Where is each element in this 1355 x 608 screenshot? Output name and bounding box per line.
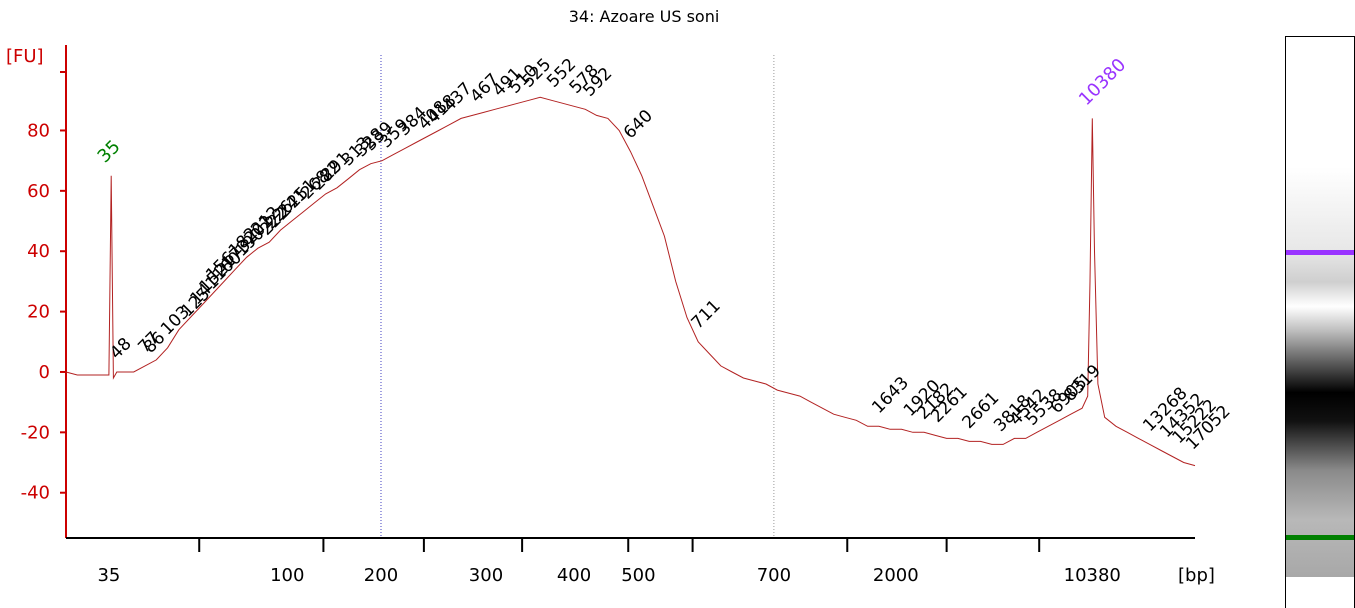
x-tick-label: 100 xyxy=(270,565,304,586)
y-tick-label: 20 xyxy=(27,302,50,323)
y-tick-label: 60 xyxy=(27,181,50,202)
upper-marker-band xyxy=(1286,250,1354,255)
lower-marker-label: 35 xyxy=(94,136,125,167)
y-tick-label: 80 xyxy=(27,120,50,141)
x-tick-label: 200 xyxy=(364,565,398,586)
peak-size-label: 640 xyxy=(620,106,657,143)
chart-title: 34: Azoare US soni xyxy=(569,7,720,26)
y-tick-label: -40 xyxy=(21,483,50,504)
gel-image xyxy=(1285,36,1355,608)
electropherogram-chart: 34: Azoare US soni [FU] [bp] 806040200-2… xyxy=(6,7,1235,586)
peak-size-labels: 3510380487786103125141152156160173182190… xyxy=(94,55,1235,454)
x-tick-label: 10380 xyxy=(1064,565,1121,586)
peak-size-label: 711 xyxy=(688,296,725,333)
y-tick-label: 0 xyxy=(39,362,50,383)
lower-marker-band xyxy=(1286,535,1354,540)
x-tick-label: 35 xyxy=(97,565,120,586)
peak-size-label: 48 xyxy=(106,334,135,363)
x-tick-label: 400 xyxy=(557,565,591,586)
gel-lane xyxy=(1286,167,1354,577)
grid-lines xyxy=(380,55,775,538)
upper-marker-label: 10380 xyxy=(1075,55,1130,110)
y-tick-label: 40 xyxy=(27,241,50,262)
x-tick-label: 300 xyxy=(469,565,503,586)
y-tick-label: -20 xyxy=(21,422,50,443)
x-tick-label: 500 xyxy=(621,565,655,586)
x-tick-label: 2000 xyxy=(873,565,919,586)
x-tick-labels: 35 100 200 300 400 500 700 2000 10380 xyxy=(97,538,1121,586)
y-tick-labels: 80 60 40 20 0 -20 -40 xyxy=(21,71,66,504)
trace-line xyxy=(65,96,1196,467)
y-axis-unit: [FU] xyxy=(6,46,44,67)
axes xyxy=(65,45,1195,539)
fluorescence-trace xyxy=(65,96,1196,467)
x-tick-label: 700 xyxy=(757,565,791,586)
x-axis-unit: [bp] xyxy=(1178,565,1215,586)
